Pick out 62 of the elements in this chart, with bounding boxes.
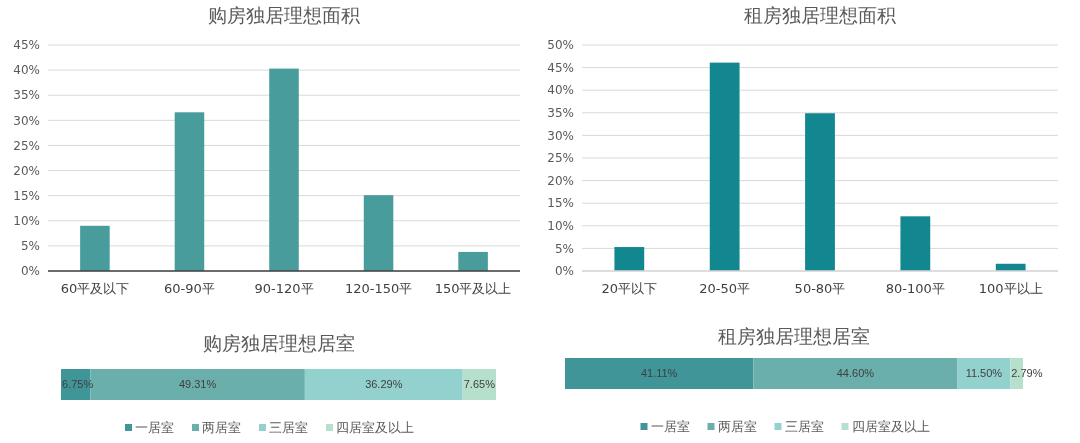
y-tick-label: 0%: [20, 264, 40, 279]
legend-label: 四居室及以上: [851, 419, 930, 434]
x-tick-label: 120-150平: [344, 281, 413, 296]
x-tick-label: 20-50平: [699, 281, 751, 296]
y-tick-label: 10%: [547, 219, 574, 233]
y-tick-label: 50%: [547, 38, 574, 53]
data-label: 11.50%: [965, 367, 1003, 380]
y-tick-label: 45%: [547, 60, 574, 75]
x-tick-label: 80-100平: [885, 281, 945, 296]
bar: [269, 68, 299, 271]
x-tick-label: 150平及以上: [434, 281, 512, 296]
data-label: 2.79%: [1011, 367, 1043, 380]
chart-title: 租房独居理想面积: [744, 4, 896, 26]
bar: [458, 251, 488, 271]
x-tick-label: 60-90平: [164, 281, 215, 296]
legend-label: 三居室: [269, 420, 308, 435]
y-tick-label: 30%: [547, 128, 574, 143]
y-tick-label: 15%: [13, 188, 40, 203]
x-tick-label: 60平及以下: [60, 281, 130, 296]
chart-title: 购房独居理想面积: [208, 4, 360, 26]
legend-label: 三居室: [784, 419, 824, 434]
x-tick-label: 20平以下: [601, 281, 658, 296]
bar: [900, 216, 931, 271]
y-tick-label: 5%: [554, 241, 574, 256]
y-tick-label: 40%: [13, 63, 40, 78]
data-label: 49.31%: [178, 378, 217, 391]
y-tick-label: 25%: [547, 151, 574, 166]
y-tick-label: 30%: [13, 113, 40, 128]
chart-title: 租房独居理想居室: [718, 325, 870, 347]
y-tick-label: 20%: [13, 163, 40, 178]
legend-label: 一居室: [135, 420, 174, 435]
legend-label: 两居室: [717, 419, 757, 434]
y-tick-label: 5%: [20, 239, 40, 254]
y-tick-label: 35%: [13, 88, 40, 103]
bar: [174, 112, 205, 271]
legend-label: 四居室及以上: [336, 420, 414, 435]
bar: [614, 247, 645, 271]
bar: [363, 195, 394, 271]
x-tick-label: 100平以上: [978, 281, 1043, 296]
y-tick-label: 25%: [13, 138, 40, 153]
data-label: 44.60%: [836, 367, 875, 380]
legend-label: 一居室: [650, 419, 690, 434]
y-tick-label: 15%: [547, 196, 574, 211]
y-tick-label: 10%: [13, 213, 40, 228]
bar: [753, 358, 958, 389]
bar: [80, 225, 110, 271]
chart-title: 购房独居理想居室: [202, 332, 355, 354]
bar: [709, 62, 740, 271]
x-tick-label: 50-80平: [794, 281, 846, 296]
legend-label: 两居室: [202, 420, 241, 435]
bar: [304, 369, 463, 400]
data-label: 41.11%: [640, 367, 678, 380]
y-tick-label: 45%: [13, 38, 40, 53]
data-label: 36.29%: [365, 378, 403, 391]
bar: [565, 358, 754, 389]
y-tick-label: 20%: [547, 173, 574, 188]
x-tick-label: 90-120平: [254, 281, 314, 296]
y-tick-label: 35%: [547, 106, 574, 120]
data-label: 7.65%: [463, 378, 496, 391]
y-tick-label: 0%: [554, 264, 574, 279]
y-tick-label: 40%: [547, 83, 574, 98]
bar: [805, 113, 835, 271]
